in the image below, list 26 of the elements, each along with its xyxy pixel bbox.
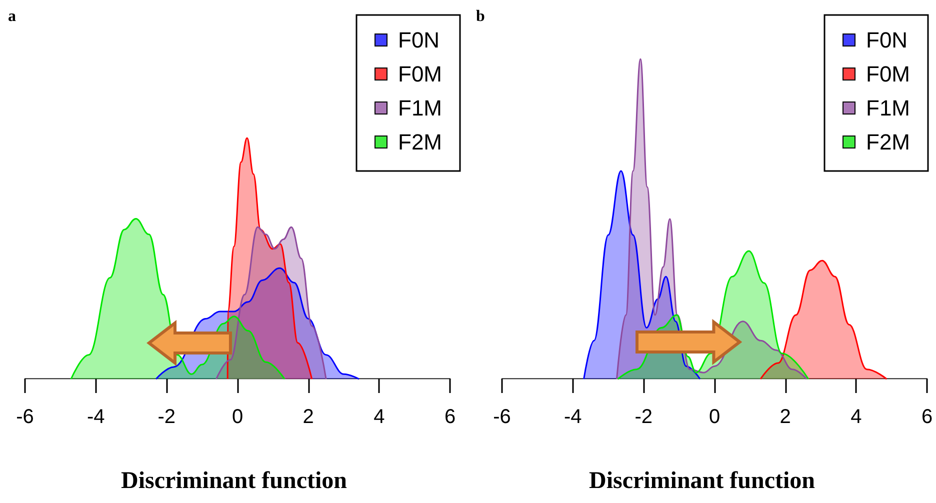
x-tick-label: 2 xyxy=(302,406,314,428)
chart-title: a xyxy=(8,8,16,26)
legend-label: F0N xyxy=(398,28,440,52)
legend-label: F0N xyxy=(866,28,908,52)
legend-label: F2M xyxy=(866,130,910,154)
x-tick-label: -4 xyxy=(564,406,582,428)
chart-title: b xyxy=(476,8,485,26)
x-tick-label: 6 xyxy=(921,406,933,428)
legend-label: F2M xyxy=(398,130,442,154)
legend-label: F1M xyxy=(866,96,910,120)
x-tick-label: 0 xyxy=(708,406,720,428)
x-tick-label: -6 xyxy=(16,406,34,428)
x-tick-label: -2 xyxy=(158,406,176,428)
x-tick-label: -4 xyxy=(86,406,105,428)
x-tick-label: -2 xyxy=(634,406,653,428)
legend-label: F1M xyxy=(398,96,442,120)
x-axis-title: Discriminant function xyxy=(588,468,816,495)
x-tick-label: 4 xyxy=(850,406,862,428)
x-tick-label: 4 xyxy=(374,406,385,428)
x-tick-label: 2 xyxy=(780,406,791,428)
x-axis-title: Discriminant function xyxy=(120,468,348,495)
x-tick-label: 6 xyxy=(444,406,456,428)
legend-label: F0M xyxy=(866,62,910,86)
x-tick-label: -6 xyxy=(493,406,511,428)
legend-label: F0M xyxy=(398,62,442,86)
x-tick-label: 0 xyxy=(232,406,244,428)
